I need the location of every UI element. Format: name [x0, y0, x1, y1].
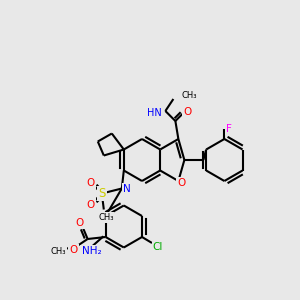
- Text: Cl: Cl: [153, 242, 163, 252]
- Text: O: O: [87, 200, 95, 209]
- Text: N: N: [123, 184, 131, 194]
- Text: CH₃: CH₃: [51, 247, 66, 256]
- Text: O: O: [183, 107, 191, 117]
- Text: NH₂: NH₂: [82, 246, 101, 256]
- Text: CH₃: CH₃: [182, 92, 197, 100]
- Text: O: O: [87, 178, 95, 188]
- Text: CH₃: CH₃: [98, 213, 114, 222]
- Text: O: O: [70, 245, 78, 255]
- Text: O: O: [76, 218, 84, 228]
- Text: HN: HN: [147, 108, 161, 118]
- Text: H₂N: H₂N: [81, 246, 100, 256]
- Text: F: F: [226, 124, 232, 134]
- Text: O: O: [177, 178, 185, 188]
- Text: S: S: [98, 187, 106, 200]
